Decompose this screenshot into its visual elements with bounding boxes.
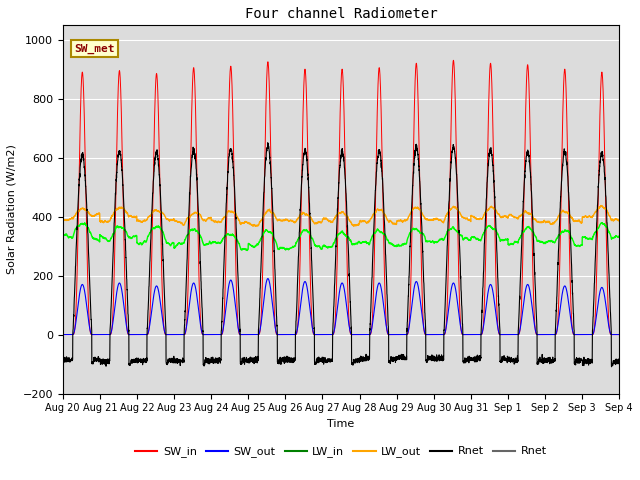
- LW_out: [466, 217, 474, 223]
- Rnet: [264, 140, 271, 145]
- LW_in: [159, 229, 166, 235]
- LW_out: [321, 216, 328, 222]
- LW_in: [59, 234, 67, 240]
- Rnet: [466, 357, 474, 362]
- Rnet: [616, 357, 623, 363]
- Rnet: [435, 356, 443, 361]
- Title: Four channel Radiometer: Four channel Radiometer: [244, 7, 437, 21]
- Line: SW_in: SW_in: [63, 60, 620, 335]
- Legend: SW_in, SW_out, LW_in, LW_out, Rnet, Rnet: SW_in, SW_out, LW_in, LW_out, Rnet, Rnet: [131, 442, 551, 462]
- SW_out: [59, 332, 67, 337]
- LW_in: [616, 234, 623, 240]
- SW_out: [466, 332, 474, 337]
- LW_in: [321, 243, 328, 249]
- Text: SW_met: SW_met: [74, 43, 115, 54]
- LW_out: [497, 214, 505, 220]
- LW_out: [597, 203, 605, 208]
- SW_in: [449, 58, 457, 63]
- SW_in: [497, 332, 505, 337]
- SW_in: [435, 332, 443, 337]
- Rnet: [321, 359, 328, 364]
- LW_out: [616, 217, 623, 223]
- SW_in: [321, 332, 328, 337]
- SW_in: [616, 332, 623, 337]
- SW_out: [435, 332, 443, 337]
- SW_out: [264, 276, 272, 281]
- Line: Rnet: Rnet: [63, 143, 620, 367]
- Line: SW_out: SW_out: [63, 278, 620, 335]
- LW_out: [249, 223, 257, 229]
- Rnet: [159, 248, 166, 253]
- SW_out: [497, 332, 505, 337]
- SW_out: [159, 318, 166, 324]
- Line: LW_in: LW_in: [63, 223, 620, 251]
- LW_in: [498, 237, 506, 243]
- LW_in: [615, 234, 623, 240]
- LW_in: [466, 237, 474, 243]
- Rnet: [59, 358, 67, 363]
- LW_out: [615, 218, 623, 224]
- LW_out: [59, 217, 67, 223]
- SW_out: [615, 332, 623, 337]
- X-axis label: Time: Time: [327, 419, 355, 429]
- LW_in: [81, 220, 88, 226]
- Rnet: [615, 359, 623, 365]
- SW_in: [59, 332, 67, 337]
- Rnet: [607, 364, 615, 370]
- SW_in: [466, 332, 474, 337]
- LW_out: [159, 210, 166, 216]
- Y-axis label: Solar Radiation (W/m2): Solar Radiation (W/m2): [7, 144, 17, 274]
- SW_in: [159, 303, 166, 309]
- LW_in: [435, 237, 443, 243]
- Rnet: [497, 358, 505, 364]
- LW_in: [243, 248, 251, 253]
- SW_in: [615, 332, 623, 337]
- LW_out: [435, 217, 443, 223]
- SW_out: [321, 332, 328, 337]
- Line: LW_out: LW_out: [63, 205, 620, 226]
- SW_out: [616, 332, 623, 337]
